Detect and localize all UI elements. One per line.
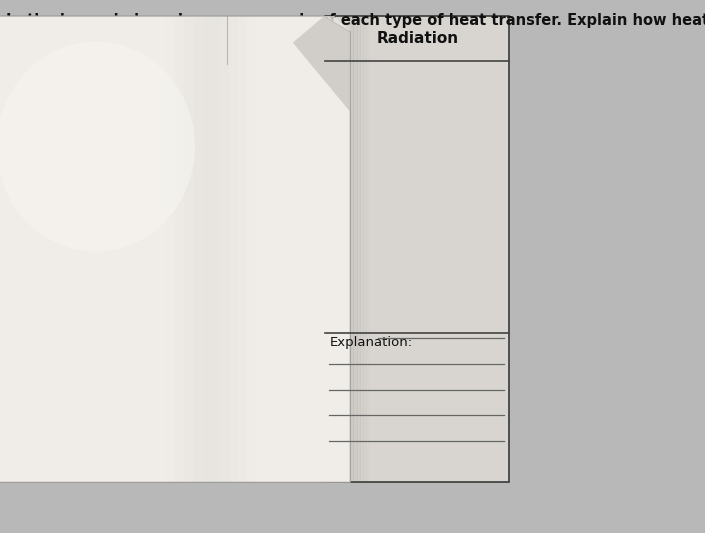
Bar [157, 16, 175, 482]
Bar [193, 16, 212, 482]
Bar [325, 16, 509, 482]
Polygon shape [324, 16, 350, 32]
Bar [184, 16, 202, 482]
Text: Explanation:: Explanation: [329, 336, 412, 349]
Ellipse shape [0, 42, 195, 252]
Bar [238, 16, 257, 482]
Bar [175, 16, 193, 482]
Text: being transferred in your example.: being transferred in your example. [6, 35, 296, 50]
Bar [220, 16, 238, 482]
Bar [363, 16, 367, 482]
Bar [353, 16, 357, 482]
Bar [202, 16, 220, 482]
Bar [357, 16, 361, 482]
Bar [229, 16, 247, 482]
Polygon shape [293, 16, 350, 112]
Bar [212, 16, 229, 482]
Text: In the boxes below, draw an example of each type of heat transfer. Explain how h: In the boxes below, draw an example of e… [6, 13, 705, 28]
Bar [350, 16, 355, 482]
Bar [166, 16, 184, 482]
Polygon shape [0, 16, 350, 482]
Bar [360, 16, 364, 482]
Bar [366, 16, 370, 482]
Text: Radiation: Radiation [376, 31, 458, 46]
